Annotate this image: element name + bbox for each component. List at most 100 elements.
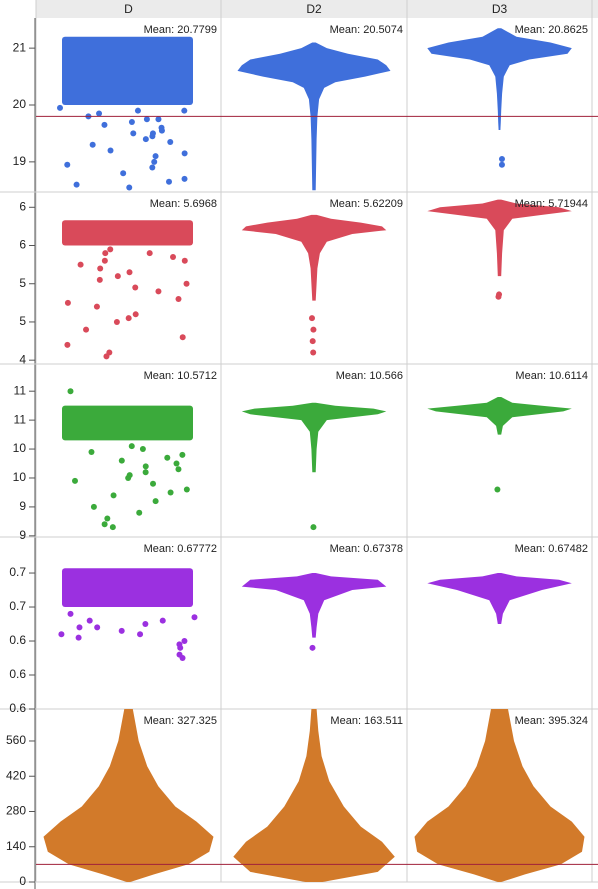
violin xyxy=(427,28,572,131)
point xyxy=(179,655,186,662)
point xyxy=(309,338,316,345)
point xyxy=(90,503,97,510)
column-header: D3 xyxy=(492,2,508,16)
point xyxy=(310,326,317,333)
jitter-band xyxy=(62,568,193,608)
y-tick-label: 6 xyxy=(19,199,26,213)
point xyxy=(101,257,108,264)
point xyxy=(149,130,156,137)
violin xyxy=(233,709,395,882)
mean-label: Mean: 0.67378 xyxy=(330,543,403,555)
y-tick-label: 19 xyxy=(13,154,27,168)
point xyxy=(77,261,84,268)
y-tick-label: 6 xyxy=(19,238,26,252)
point xyxy=(151,158,158,165)
point xyxy=(96,276,103,283)
point xyxy=(142,136,149,143)
y-tick-label: 0.6 xyxy=(9,701,26,715)
point xyxy=(139,446,146,453)
point xyxy=(173,460,180,467)
point xyxy=(498,161,505,168)
point xyxy=(132,311,139,318)
point xyxy=(495,293,502,300)
y-tick-label: 560 xyxy=(6,733,26,747)
point xyxy=(128,443,135,450)
y-tick-label: 10 xyxy=(13,441,27,455)
violin xyxy=(241,214,387,301)
point xyxy=(64,299,71,306)
point xyxy=(142,621,149,628)
y-tick-label: 5 xyxy=(19,314,26,328)
point xyxy=(177,644,184,651)
point xyxy=(94,624,101,631)
point xyxy=(75,634,82,641)
point xyxy=(191,614,198,621)
y-tick-label: 10 xyxy=(13,470,27,484)
y-tick-label: 11 xyxy=(14,383,27,397)
point xyxy=(150,480,157,487)
point xyxy=(175,466,182,473)
point xyxy=(57,104,64,111)
violin xyxy=(427,199,572,277)
violin xyxy=(427,397,572,435)
y-tick-label: 20 xyxy=(13,97,27,111)
point xyxy=(96,110,103,117)
point xyxy=(142,469,149,476)
point xyxy=(309,644,316,651)
mean-label: Mean: 163.511 xyxy=(330,715,403,727)
point xyxy=(181,107,188,114)
point xyxy=(164,454,171,461)
point xyxy=(155,288,162,295)
point xyxy=(310,349,317,356)
point xyxy=(118,457,125,464)
point xyxy=(76,624,83,631)
point xyxy=(128,119,135,126)
point xyxy=(132,284,139,291)
point xyxy=(64,341,71,348)
point xyxy=(107,147,114,154)
point xyxy=(142,463,149,470)
mean-label: Mean: 5.62209 xyxy=(330,198,403,210)
point xyxy=(83,326,90,333)
point xyxy=(102,250,109,257)
point xyxy=(73,181,80,188)
y-tick-label: 280 xyxy=(6,804,26,818)
y-tick-label: 9 xyxy=(19,528,26,542)
point xyxy=(88,448,95,455)
mean-label: Mean: 20.7799 xyxy=(144,24,217,36)
point xyxy=(137,631,144,638)
point xyxy=(104,515,111,522)
point xyxy=(308,315,315,322)
point xyxy=(183,486,190,493)
point xyxy=(120,170,127,177)
point xyxy=(101,121,108,128)
point xyxy=(167,138,174,145)
y-tick-label: 0.6 xyxy=(9,667,26,681)
point xyxy=(125,315,132,322)
violin xyxy=(43,709,214,882)
y-tick-label: 9 xyxy=(19,499,26,513)
point xyxy=(310,524,317,531)
mean-label: Mean: 395.324 xyxy=(515,715,588,727)
jitter-band xyxy=(62,36,193,105)
point xyxy=(175,296,182,303)
point xyxy=(71,477,78,484)
mean-label: Mean: 327.325 xyxy=(144,715,217,727)
point xyxy=(58,631,65,638)
violin xyxy=(241,402,387,473)
point xyxy=(67,610,74,617)
jitter-band xyxy=(62,405,193,441)
y-tick-label: 5 xyxy=(19,276,26,290)
mean-label: Mean: 10.566 xyxy=(336,370,403,382)
mean-label: Mean: 20.5074 xyxy=(330,24,403,36)
point xyxy=(181,175,188,182)
y-tick-label: 0 xyxy=(19,874,26,888)
y-tick-label: 140 xyxy=(6,839,26,853)
point xyxy=(103,353,110,360)
point xyxy=(152,153,159,160)
point xyxy=(113,318,120,325)
point xyxy=(126,269,133,276)
point xyxy=(181,257,188,264)
violin xyxy=(427,573,572,624)
